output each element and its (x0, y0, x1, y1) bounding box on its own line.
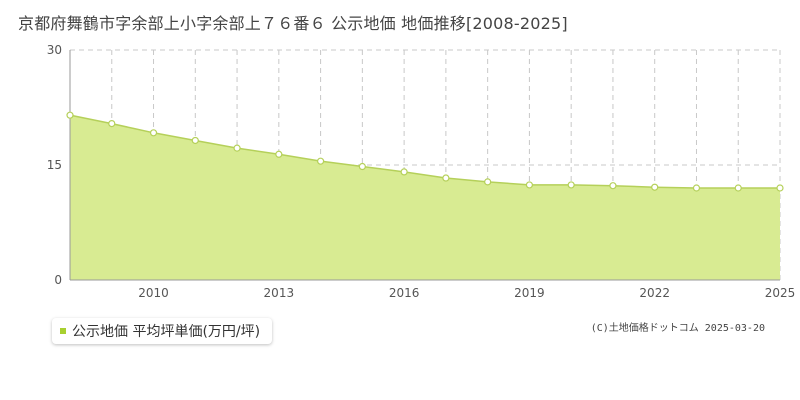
series-line (69, 114, 780, 189)
x-tick-label: 2013 (264, 286, 295, 300)
data-point (66, 111, 74, 119)
x-tick-label: 2022 (639, 286, 670, 300)
x-tick-label: 2019 (514, 286, 545, 300)
x-tick-label: 2016 (389, 286, 420, 300)
x-tick-label: 2025 (765, 286, 796, 300)
tick-labels: 0 15 30 2010 2013 2016 2019 2022 2025 (47, 43, 796, 300)
area-series (69, 114, 780, 280)
y-tick-label: 15 (47, 158, 62, 172)
data-points (66, 111, 784, 192)
legend: 公示地価 平均坪単価(万円/坪) (52, 318, 273, 344)
data-point (525, 181, 534, 189)
data-point (651, 183, 659, 191)
area-fill (70, 115, 780, 280)
x-tick-label: 2010 (138, 286, 169, 300)
data-point (484, 178, 492, 186)
data-point (400, 168, 408, 176)
data-point (108, 119, 116, 128)
data-point (275, 150, 283, 158)
data-point (358, 162, 366, 171)
chart-title: 京都府舞鶴市字余部上小字余部上７６番６ 公示地価 地価推移[2008-2025] (18, 14, 568, 33)
data-point (567, 181, 575, 189)
data-point (692, 184, 701, 192)
copyright: (C)土地価格ドットコム 2025-03-20 (590, 323, 765, 334)
y-tick-label: 30 (47, 43, 62, 57)
data-point (233, 144, 241, 152)
data-point (776, 184, 784, 192)
legend-swatch (60, 328, 66, 334)
data-point (734, 184, 742, 192)
data-point (149, 129, 158, 137)
y-tick-label: 0 (54, 273, 62, 287)
data-point (442, 174, 450, 182)
data-point (609, 182, 617, 190)
axes (69, 50, 780, 281)
legend-label: 公示地価 平均坪単価(万円/坪) (72, 324, 261, 340)
data-point (316, 157, 325, 165)
data-point (191, 136, 199, 145)
